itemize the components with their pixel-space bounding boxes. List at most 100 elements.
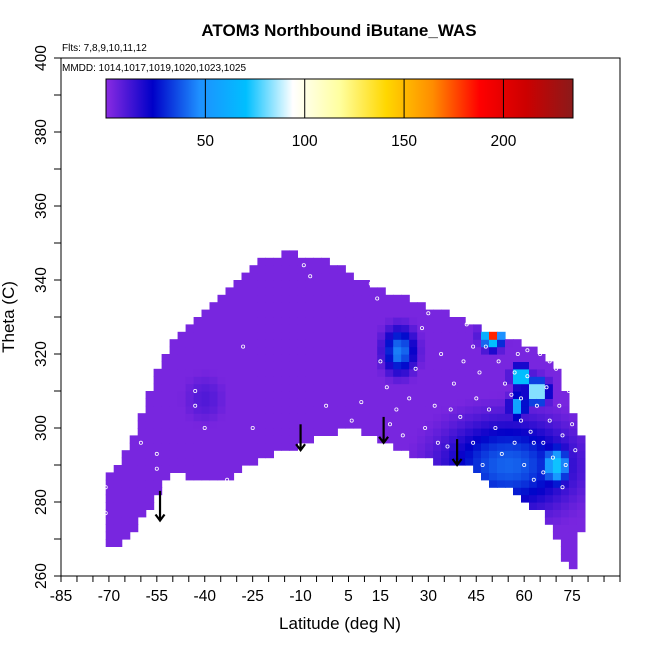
heatmap-cell (552, 405, 562, 414)
heatmap-cell (441, 361, 450, 370)
heatmap-cell (313, 346, 322, 355)
heatmap-cell (345, 354, 354, 362)
heatmap-cell (337, 383, 346, 392)
heatmap-cell (217, 413, 227, 422)
sample-point (522, 462, 527, 467)
heatmap-cell (433, 309, 442, 318)
heatmap-cell (313, 405, 322, 414)
heatmap-cell (321, 428, 330, 436)
heatmap-cell (321, 405, 330, 414)
heatmap-cell (369, 324, 378, 333)
heatmap-cell (401, 420, 410, 429)
heatmap-cell (473, 391, 482, 399)
sample-point (241, 344, 246, 349)
heatmap-cell (401, 442, 410, 451)
heatmap-cell (337, 280, 346, 288)
heatmap-cell (457, 420, 466, 429)
heatmap-cell (385, 354, 394, 362)
heatmap-cell (177, 435, 187, 444)
heatmap-cell (481, 331, 490, 340)
heatmap-cell (473, 398, 482, 407)
heatmap-cell (145, 442, 155, 451)
heatmap-cell (273, 257, 282, 266)
heatmap-cell (481, 413, 490, 422)
heatmap-cell (385, 324, 394, 333)
heatmap-cell (361, 361, 370, 370)
heatmap-cell (345, 324, 354, 333)
heatmap-cell (536, 502, 546, 510)
heatmap-cell (313, 376, 322, 385)
heatmap-cell (481, 428, 490, 436)
heatmap-cell (169, 450, 179, 459)
heatmap-cell (529, 361, 538, 370)
heatmap-cell (353, 287, 362, 296)
heatmap-cell (217, 294, 227, 303)
heatmap-cell (513, 435, 522, 444)
heatmap-cell (576, 524, 586, 533)
heatmap-cell (265, 354, 274, 362)
heatmap-cell (321, 346, 330, 355)
heatmap-cell (377, 317, 386, 325)
heatmap-cell (505, 479, 514, 488)
heatmap-cell (409, 324, 418, 333)
heatmap-cell (544, 509, 554, 518)
sample-point (445, 444, 450, 449)
heatmap-cell (457, 331, 466, 340)
heatmap-cell (521, 391, 530, 399)
heatmap-cell (457, 413, 466, 422)
x-tick-label: 15 (372, 588, 389, 605)
y-tick-label: 320 (33, 341, 50, 367)
heatmap-cell (121, 487, 131, 496)
heatmap-cell (129, 516, 139, 525)
heatmap-cell (417, 376, 426, 385)
heatmap-cell (281, 280, 290, 288)
heatmap-cell (265, 309, 274, 318)
heatmap-cell (449, 450, 458, 459)
heatmap-cell (353, 405, 362, 414)
heatmap-cell (465, 383, 474, 392)
heatmap-cell (241, 376, 251, 385)
heatmap-cell (273, 376, 282, 385)
heatmap-cell (345, 302, 354, 311)
heatmap-cell (385, 361, 394, 370)
heatmap-cell (193, 368, 203, 377)
heatmap-cell (209, 442, 219, 451)
heatmap-cell (497, 428, 506, 436)
heatmap-cell (241, 428, 251, 436)
heatmap-cell (281, 331, 290, 340)
heatmap-cell (297, 339, 306, 348)
heatmap-cell (369, 420, 378, 429)
heatmap-cell (177, 405, 187, 414)
heatmap-cell (201, 368, 211, 377)
heatmap-cell (329, 302, 338, 311)
heatmap-cell (329, 354, 338, 362)
heatmap-cell (544, 502, 554, 510)
heatmap-cell (560, 502, 570, 510)
sample-point (458, 414, 463, 419)
heatmap-cell (497, 391, 506, 399)
heatmap-cell (465, 376, 474, 385)
heatmap-cell (289, 442, 298, 451)
heatmap-cell (305, 354, 314, 362)
x-axis-label: Latitude (deg N) (279, 614, 401, 633)
heatmap-cell (321, 368, 330, 377)
heatmap-cell (113, 472, 123, 481)
heatmap-cell (193, 391, 203, 399)
heatmap-cell (313, 339, 322, 348)
heatmap-cell (297, 317, 306, 325)
heatmap-cell (560, 553, 570, 562)
heatmap-cell (321, 361, 330, 370)
heatmap-field (105, 250, 586, 570)
heatmap-cell (281, 391, 290, 399)
heatmap-cell (297, 346, 306, 355)
heatmap-cell (249, 309, 259, 318)
heatmap-cell (401, 331, 410, 340)
heatmap-cell (225, 398, 235, 407)
heatmap-cell (153, 413, 163, 422)
heatmap-cell (521, 354, 530, 362)
heatmap-cell (417, 346, 426, 355)
heatmap-cell (273, 287, 282, 296)
heatmap-cell (377, 413, 386, 422)
heatmap-cell (521, 450, 530, 459)
heatmap-cell (513, 487, 522, 496)
